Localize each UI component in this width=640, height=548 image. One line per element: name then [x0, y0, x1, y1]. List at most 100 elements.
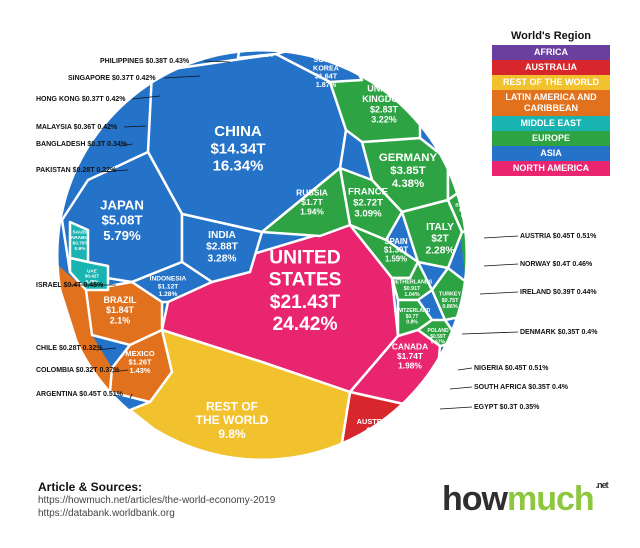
- cell-percent: 0.6%: [455, 175, 465, 180]
- sources: Article & Sources: https://howmuch.net/a…: [38, 480, 275, 520]
- legend-item-middle-east: MIDDLE EAST: [492, 116, 610, 131]
- cell-label-mexico: MEXICO $1.26T 1.43%: [125, 349, 154, 375]
- cells-group: [57, 50, 467, 460]
- callout-label: NIGERIA $0.45T 0.51%: [474, 365, 549, 372]
- cell-value: $0.7T: [406, 314, 419, 320]
- cell-label-brazil: BRAZIL $1.84T 2.1%: [104, 295, 137, 326]
- cell-value: $1.26T: [128, 358, 151, 367]
- callout-label: MALAYSIA $0.36T 0.42%: [36, 124, 118, 131]
- cell-name: INDONESIA: [150, 276, 187, 283]
- callout-label: ISRAEL $0.4T 0.45%: [36, 282, 104, 289]
- callout-label: COLOMBIA $0.32T 0.37%: [36, 367, 120, 374]
- cell-name: SWEDEN: [450, 164, 471, 169]
- cell-label-france: FRANCE $2.72T 3.09%: [348, 186, 389, 219]
- cell-percent: 3.22%: [371, 115, 397, 125]
- cell-value: $21.43T: [270, 292, 341, 313]
- cell-value: $5.08T: [101, 213, 142, 228]
- cell-label-italy: ITALY $2T 2.28%: [426, 222, 455, 256]
- cell-name: ARABIA: [71, 235, 90, 241]
- cell-value: $0.53T: [459, 208, 473, 213]
- cell-label-turkey: TURKEY $0.75T 0.86%: [439, 292, 462, 310]
- legend-item-rest-of-the-world: REST OF THE WORLD: [492, 75, 610, 90]
- cell-value: $3.85T: [390, 165, 426, 177]
- cell-percent: 4.38%: [392, 178, 424, 190]
- legend-item-north-america: NORTH AMERICA: [492, 161, 610, 176]
- cell-value: $2.88T: [206, 242, 238, 253]
- cell-label-south-korea: SOUTH KOREA $1.64T 1.87%: [313, 55, 339, 89]
- logo-much: much: [506, 480, 595, 518]
- callout-leader: [129, 393, 133, 399]
- cell-label-rest-of-the-world: REST OF THE WORLD 9.8%: [196, 399, 269, 441]
- cell-label-india: INDIA $2.88T 3.28%: [206, 230, 238, 264]
- cell-label-thailand: THAILAND $0.54T 0.62%: [254, 42, 279, 59]
- cell-name: SPAIN: [384, 237, 408, 246]
- callout-label: ARGENTINA $0.45T 0.51%: [36, 391, 124, 398]
- cell-name: STATES: [269, 270, 342, 291]
- cell-percent: 1.87%: [316, 80, 337, 89]
- cell-value: $1.84T: [106, 305, 135, 315]
- callout-leader: [449, 386, 473, 390]
- cell-name: BELGIUM: [455, 202, 476, 207]
- callout-leader: [95, 347, 116, 351]
- cell-percent: 0.48%: [85, 279, 98, 284]
- cell-label-australia: AUSTRALIA $1.39T 1.59%: [357, 417, 400, 443]
- cell-name: POLAND: [427, 328, 449, 334]
- cell-percent: 5.79%: [103, 228, 141, 243]
- cell-percent: 1.59%: [385, 255, 407, 264]
- cell-name: UNITED: [367, 84, 401, 94]
- cell-name: THAILAND: [254, 42, 279, 48]
- source-link-article[interactable]: https://howmuch.net/articles/the-world-e…: [38, 495, 276, 506]
- labels-group: UNITED STATES $21.43T 24.42%CHINA $14.34T 16.…: [71, 42, 477, 443]
- cell-value: $1.74T: [397, 351, 424, 361]
- cell-name: TURKEY: [439, 292, 462, 298]
- cell-label-uae: UAE $0.42T 0.48%: [85, 268, 99, 283]
- callout-leader: [483, 235, 519, 239]
- cell-name: MEXICO: [125, 349, 154, 358]
- cell-name: KINGDOM: [362, 94, 406, 104]
- cell-name: REST OF: [206, 399, 258, 413]
- cell-percent: 1.59%: [368, 434, 389, 443]
- cell-label-china: CHINA $14.34T 16.34%: [210, 123, 265, 175]
- cell-value: $1.7T: [301, 197, 323, 207]
- source-link-worldbank[interactable]: https://databank.worldbank.org: [38, 508, 175, 519]
- logo-net: .net: [595, 480, 609, 490]
- callout-leader: [483, 263, 519, 267]
- cell-name: KOREA: [313, 63, 339, 72]
- cell-indonesia: [130, 260, 214, 304]
- legend-items: AFRICA AUSTRALIA REST OF THE WORLD LATIN AM…: [492, 45, 610, 176]
- cell-name: GERMANY: [379, 152, 438, 164]
- cell-label-canada: CANADA $1.74T 1.98%: [392, 341, 428, 370]
- cell-name: SOUTH: [313, 55, 338, 64]
- cell-name: CHINA: [214, 123, 262, 140]
- cell-percent: 1.04%: [404, 292, 419, 298]
- callout-label: CHILE $0.28T 0.32%: [36, 345, 103, 352]
- legend-title: World's Region: [510, 30, 592, 42]
- cell-label-spain: SPAIN $1.39T 1.59%: [384, 237, 409, 264]
- callout-label: BANGLADESH $0.3T 0.34%: [36, 141, 128, 148]
- callout-leader: [99, 169, 129, 173]
- cell-name: INDIA: [208, 230, 236, 241]
- cell-name: UNITED: [269, 248, 341, 269]
- cell-italy: [400, 198, 464, 270]
- cell-label-indonesia: INDONESIA $1.12T 1.28%: [150, 276, 187, 298]
- callout-leader: [479, 291, 519, 295]
- cell-name: CANADA: [392, 341, 428, 351]
- cell-name: SAUDI: [73, 229, 89, 235]
- callout-label: PAKISTAN $0.28T 0.32%: [36, 167, 117, 174]
- sources-title: Article & Sources:: [38, 480, 143, 494]
- cell-value: $2.83T: [370, 104, 399, 114]
- legend-item-australia: AUSTRALIA: [492, 60, 610, 75]
- callout-leader: [132, 95, 161, 100]
- callout-leader: [439, 406, 473, 410]
- cell-percent: 0.67%: [431, 340, 446, 346]
- cell-label-poland: POLAND $0.59T 0.67%: [427, 328, 449, 346]
- cell-label-united-kingdom: UNITED KINGDOM $2.83T 3.22%: [362, 84, 406, 125]
- callout-label: SOUTH AFRICA $0.35T 0.4%: [474, 384, 569, 391]
- callout-leader: [119, 143, 133, 147]
- cell-name: NETHERLANDS: [392, 280, 433, 286]
- cell-percent: 9.8%: [218, 427, 246, 441]
- cell-name: SWITZERLAND: [394, 308, 431, 314]
- callout-label: IRELAND $0.39T 0.44%: [520, 289, 597, 296]
- cell-value: $0.54T: [259, 48, 274, 54]
